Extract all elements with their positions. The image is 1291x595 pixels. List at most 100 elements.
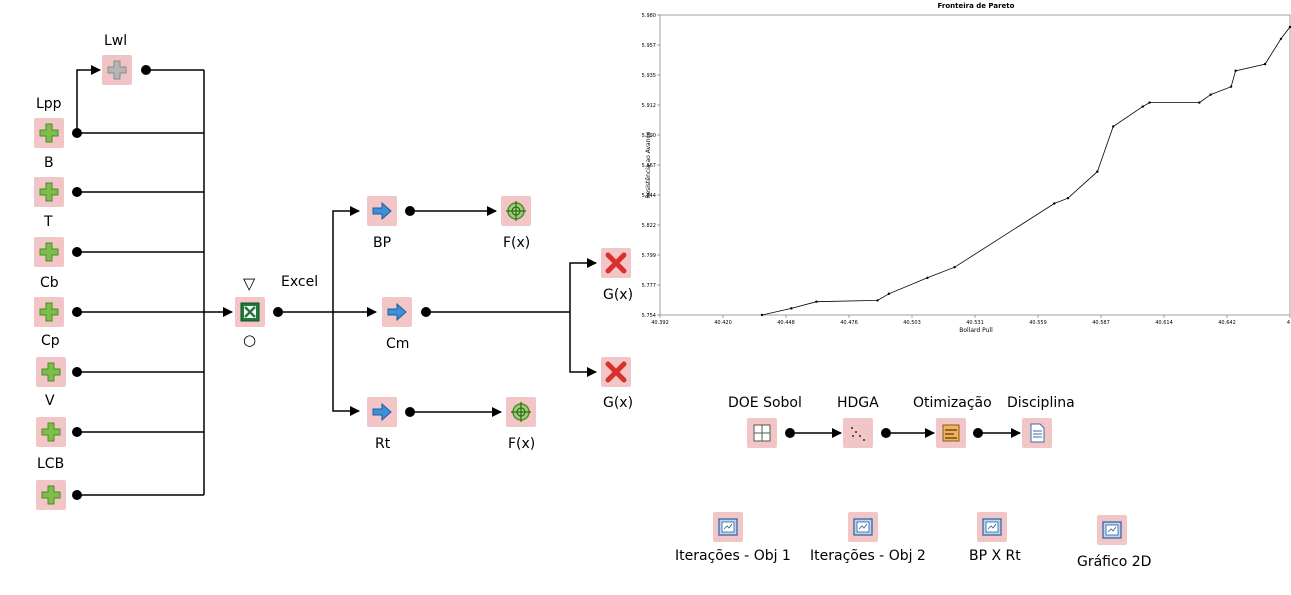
input-node-v[interactable] bbox=[36, 417, 66, 447]
pareto-point bbox=[1066, 196, 1070, 200]
x-tick-label: 4 bbox=[1287, 320, 1290, 326]
output-label-cm: Cm bbox=[386, 336, 410, 352]
input-node-lcb[interactable] bbox=[36, 480, 66, 510]
chart-title: Fronteira de Pareto bbox=[938, 2, 1015, 10]
y-tick-label: 5.754 bbox=[642, 313, 656, 319]
plus-icon bbox=[39, 242, 59, 262]
objective-label-1: F(x) bbox=[503, 235, 531, 251]
y-tick-label: 5.822 bbox=[642, 223, 656, 229]
output-node-rt[interactable] bbox=[367, 397, 397, 427]
pareto-point bbox=[876, 299, 879, 302]
report-node-it1[interactable] bbox=[713, 512, 743, 542]
input-node-cp[interactable] bbox=[36, 357, 66, 387]
pareto-point bbox=[1053, 202, 1056, 205]
chart-window-icon bbox=[982, 518, 1002, 536]
plus-icon bbox=[41, 362, 61, 382]
x-tick-label: 40.642 bbox=[1218, 320, 1236, 326]
report-label-it2: Iterações - Obj 2 bbox=[810, 548, 926, 564]
excel-icon bbox=[240, 302, 260, 322]
pareto-point bbox=[1209, 93, 1212, 96]
constraint-node-2[interactable] bbox=[601, 357, 631, 387]
input-label-lwl: Lwl bbox=[104, 33, 128, 49]
arrow-right-icon bbox=[372, 402, 392, 422]
pipeline-node-opt[interactable] bbox=[936, 418, 966, 448]
x-tick-label: 40.420 bbox=[714, 320, 732, 326]
plus-icon bbox=[41, 422, 61, 442]
x-tick-label: 40.587 bbox=[1092, 320, 1110, 326]
constraint-node-1[interactable] bbox=[601, 248, 631, 278]
pareto-point bbox=[1198, 101, 1201, 104]
input-node-lwl[interactable] bbox=[102, 55, 132, 85]
pareto-series-line bbox=[761, 26, 1291, 316]
report-node-bprt[interactable] bbox=[977, 512, 1007, 542]
optimization-icon bbox=[942, 424, 960, 442]
plus-icon bbox=[41, 485, 61, 505]
document-icon bbox=[1030, 423, 1045, 443]
excel-bottom-symbol: ○ bbox=[243, 331, 257, 349]
excel-label: Excel bbox=[281, 274, 319, 290]
pareto-chart[interactable]: Fronteira de Pareto 5.754 5.777 5.799 5.822… bbox=[640, 0, 1291, 340]
red-x-icon bbox=[605, 361, 627, 383]
output-label-rt: Rt bbox=[375, 436, 391, 452]
constraint-label-2: G(x) bbox=[603, 395, 634, 411]
plus-icon bbox=[39, 302, 59, 322]
output-node-cm[interactable] bbox=[382, 297, 412, 327]
constraint-label-1: G(x) bbox=[603, 287, 634, 303]
output-node-bp[interactable] bbox=[367, 196, 397, 226]
input-label-cp: Cp bbox=[41, 333, 60, 349]
pipeline-node-hdga[interactable] bbox=[843, 418, 873, 448]
pareto-point bbox=[1141, 105, 1144, 108]
x-tick-label: 40.531 bbox=[966, 320, 984, 326]
pipeline-label-disc: Disciplina bbox=[1007, 395, 1075, 411]
pareto-point bbox=[1279, 37, 1283, 41]
x-tick-label: 40.559 bbox=[1029, 320, 1047, 326]
chart-ylabel: Resistência ao Avanço bbox=[645, 131, 652, 198]
scatter-dots-icon bbox=[851, 427, 865, 441]
report-node-g2d[interactable] bbox=[1097, 515, 1127, 545]
y-tick-label: 5.867 bbox=[642, 163, 656, 169]
x-tick-label: 40.448 bbox=[777, 320, 795, 326]
input-label-lcb: LCB bbox=[37, 456, 65, 472]
chart-window-icon bbox=[718, 518, 738, 536]
arrow-right-icon bbox=[372, 201, 392, 221]
output-label-bp: BP bbox=[373, 235, 392, 251]
input-label-b: B bbox=[44, 155, 54, 171]
pareto-point bbox=[1112, 125, 1115, 128]
objective-node-1[interactable] bbox=[501, 196, 531, 226]
excel-node[interactable] bbox=[235, 297, 265, 327]
input-node-lpp[interactable] bbox=[34, 118, 64, 148]
plot-area bbox=[659, 14, 1291, 316]
pipeline-node-doe[interactable] bbox=[747, 418, 777, 448]
chart-xlabel: Bollard Pull bbox=[959, 327, 993, 334]
target-icon bbox=[511, 402, 531, 422]
input-label-v: V bbox=[45, 393, 55, 409]
chart-window-icon bbox=[1102, 521, 1122, 539]
grid-icon bbox=[753, 424, 771, 442]
pareto-point bbox=[790, 307, 793, 310]
objective-node-2[interactable] bbox=[506, 397, 536, 427]
plus-icon bbox=[39, 123, 59, 143]
x-tick-label: 40.392 bbox=[651, 320, 669, 326]
pipeline-label-opt: Otimização bbox=[913, 395, 992, 411]
report-label-it1: Iterações - Obj 1 bbox=[675, 548, 791, 564]
chart-window-icon bbox=[853, 518, 873, 536]
y-tick-label: 5.912 bbox=[642, 103, 656, 109]
x-tick-label: 40.503 bbox=[903, 320, 921, 326]
pipeline-node-disc[interactable] bbox=[1022, 418, 1052, 448]
input-node-b[interactable] bbox=[34, 177, 64, 207]
y-tick-label: 5.844 bbox=[642, 193, 656, 199]
target-icon bbox=[506, 201, 526, 221]
workflow-connectors bbox=[72, 65, 597, 500]
pareto-point bbox=[1148, 101, 1151, 104]
plus-icon bbox=[107, 60, 127, 80]
pareto-point bbox=[815, 300, 818, 303]
input-node-t[interactable] bbox=[34, 237, 64, 267]
y-tick-label: 5.935 bbox=[642, 73, 656, 79]
pareto-point bbox=[760, 313, 764, 317]
pareto-point bbox=[1263, 62, 1267, 66]
arrow-right-icon bbox=[387, 302, 407, 322]
input-node-cb[interactable] bbox=[34, 297, 64, 327]
y-tick-label: 5.890 bbox=[642, 133, 656, 139]
report-node-it2[interactable] bbox=[848, 512, 878, 542]
pareto-point bbox=[1229, 85, 1233, 88]
